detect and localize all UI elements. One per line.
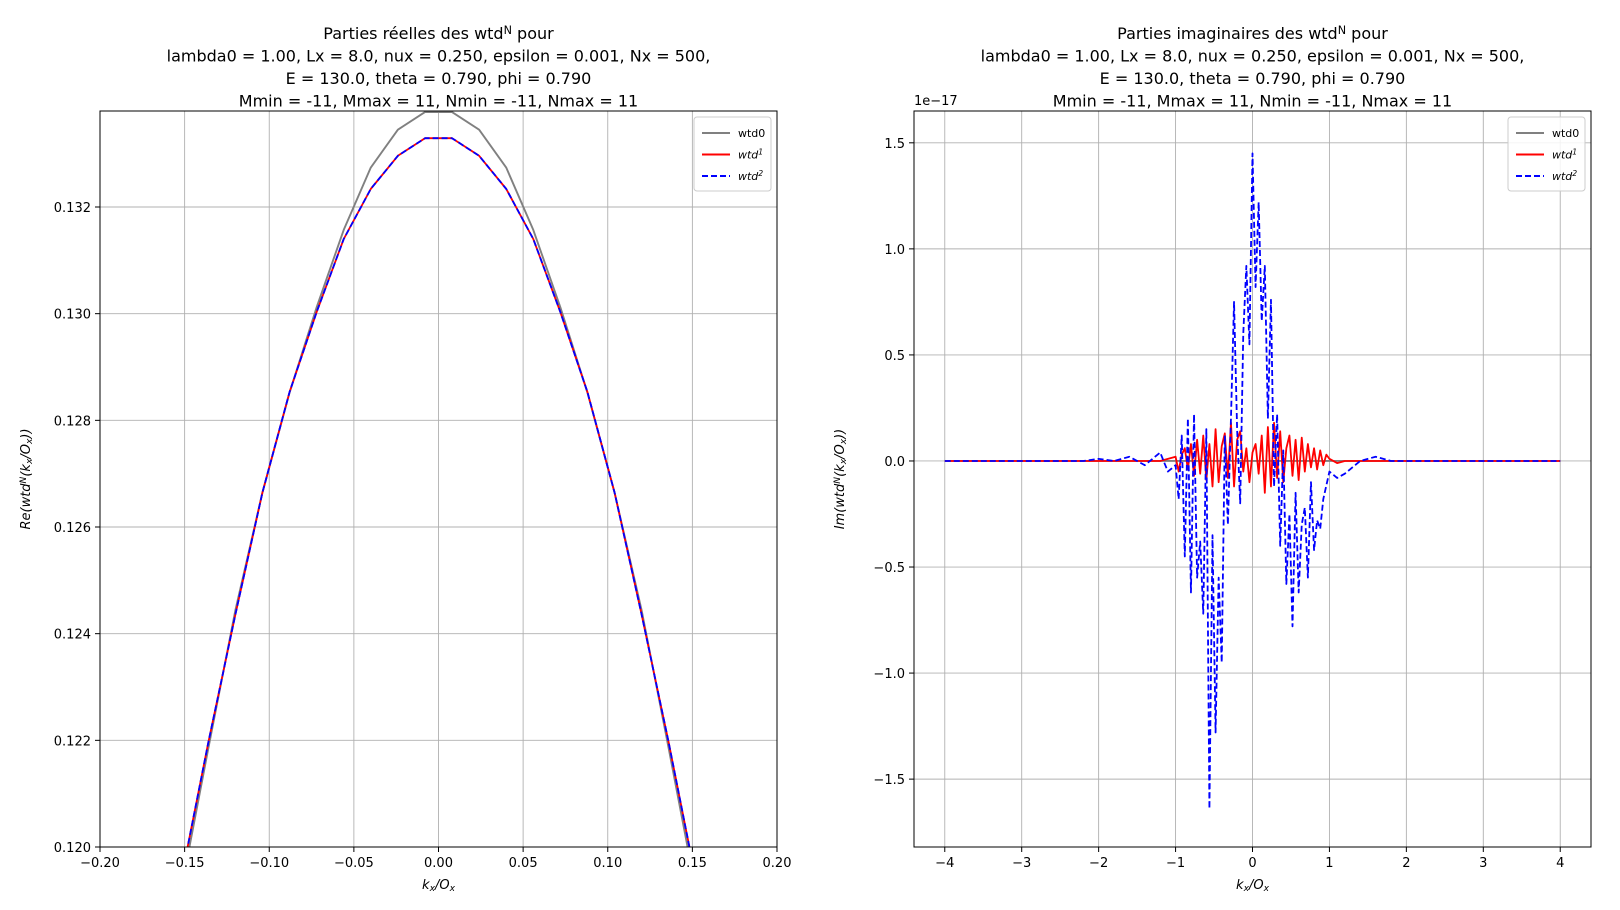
x-tick-label: −1 — [1166, 856, 1185, 871]
chart-title-line-1: Parties imaginaires des wtdN pour — [1117, 24, 1388, 43]
chart-panel-1: −0.20 −0.15 −0.10 −0.05 0.00 0.05 0.10 0.15 0.20… — [19, 24, 792, 894]
y-tick-label: 0.124 — [54, 628, 91, 643]
x-tick-label: 0.20 — [763, 856, 792, 871]
y-tick-label: 0.130 — [54, 308, 91, 323]
y-tick-label: 0.120 — [54, 841, 91, 856]
y-tick-label: 0.126 — [54, 521, 91, 536]
chart-title-line-2: lambda0 = 1.00, Lx = 8.0, nux = 0.250, e… — [981, 47, 1525, 66]
x-tick-label: 0.05 — [509, 856, 538, 871]
x-tick-label: −0.10 — [249, 856, 289, 871]
legend: wtd0 wtd1 wtd2 — [693, 116, 772, 192]
legend-label-wtd0: wtd0 — [1552, 127, 1579, 140]
series-line-wtd2 — [944, 152, 1561, 810]
y-tick-label: −1.5 — [873, 773, 905, 788]
y-axis-label: Re(wtdN(kx/Ox)) — [19, 428, 35, 529]
x-tick-label: −3 — [1012, 856, 1031, 871]
x-axis-label: kx/Ox — [1236, 878, 1270, 894]
chart-title-line-4: Mmin = -11, Mmax = 11, Nmin = -11, Nmax … — [239, 92, 638, 111]
y-tick-label: 0.5 — [884, 349, 905, 364]
chart-title-line-3: E = 130.0, theta = 0.790, phi = 0.790 — [1100, 69, 1406, 88]
y-tick-label: 0.132 — [54, 201, 91, 216]
y-offset-label: 1e−17 — [914, 94, 958, 109]
chart-title-line-3: E = 130.0, theta = 0.790, phi = 0.790 — [286, 69, 592, 88]
y-tick-label: 0.128 — [54, 414, 91, 429]
y-tick-label: −0.5 — [873, 561, 905, 576]
x-tick-label: −0.15 — [165, 856, 205, 871]
x-tick-label: −0.20 — [80, 856, 120, 871]
legend-label-wtd2: wtd2 — [1552, 169, 1577, 183]
y-tick-label: 1.0 — [884, 243, 905, 258]
x-tick-label: −4 — [935, 856, 954, 871]
y-tick-label: −1.0 — [873, 667, 905, 682]
y-axis-label: Im(wtdN(kx/Ox)) — [833, 429, 849, 530]
chart-title-line-1: Parties réelles des wtdN pour — [323, 24, 554, 43]
x-tick-label: 4 — [1556, 856, 1564, 871]
x-axis-label: kx/Ox — [422, 878, 456, 894]
x-tick-label: 2 — [1402, 856, 1410, 871]
series-line-wtd2 — [186, 137, 691, 847]
legend: wtd0 wtd1 wtd2 — [1507, 116, 1586, 192]
y-tick-label: 0.0 — [884, 455, 905, 470]
chart-title-line-4: Mmin = -11, Mmax = 11, Nmin = -11, Nmax … — [1053, 92, 1452, 111]
legend-box — [693, 116, 772, 192]
chart-title-line-2: lambda0 = 1.00, Lx = 8.0, nux = 0.250, e… — [167, 47, 711, 66]
x-tick-label: −0.05 — [334, 856, 374, 871]
x-tick-label: 0.10 — [593, 856, 622, 871]
legend-label-wtd0: wtd0 — [738, 127, 765, 140]
legend-label-wtd1: wtd1 — [738, 148, 763, 162]
legend-box — [1507, 116, 1586, 192]
x-tick-label: −2 — [1089, 856, 1108, 871]
y-tick-label: 1.5 — [884, 137, 905, 152]
x-tick-label: 0.15 — [678, 856, 707, 871]
x-tick-label: 0.00 — [424, 856, 453, 871]
y-tick-label: 0.122 — [54, 734, 91, 749]
legend-label-wtd2: wtd2 — [738, 169, 763, 183]
x-tick-label: 3 — [1479, 856, 1487, 871]
x-tick-label: 0 — [1248, 856, 1256, 871]
chart-panel-2: −4 −3 −2 −1 0 1 2 3 4 −1.5 −1.0 −0.5 0.0 0.5 1.0 1.5 1e−… — [833, 24, 1592, 894]
legend-label-wtd1: wtd1 — [1552, 148, 1577, 162]
x-tick-label: 1 — [1325, 856, 1333, 871]
